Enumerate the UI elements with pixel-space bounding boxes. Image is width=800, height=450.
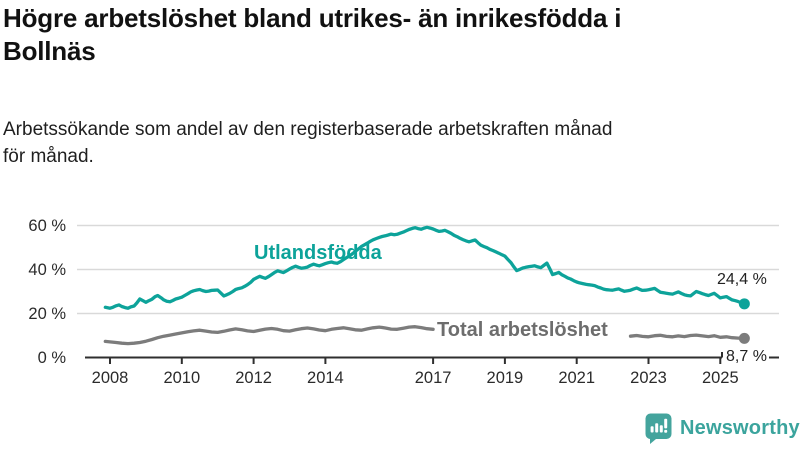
series-label-total-arbetsloshet: Total arbetslöshet bbox=[437, 319, 608, 341]
exclamation-stem bbox=[664, 418, 668, 429]
series-end-dot bbox=[738, 332, 750, 344]
series-line-utlandsfodda bbox=[103, 225, 747, 310]
exclamation-dot bbox=[664, 429, 668, 433]
y-axis-tick-label: 40 % bbox=[28, 261, 66, 279]
x-axis-tick-label: 2012 bbox=[235, 369, 272, 387]
series-end-dot bbox=[738, 298, 750, 310]
x-axis-tick-label: 2023 bbox=[630, 369, 667, 387]
page-title-line2: Bollnäs bbox=[3, 36, 96, 66]
series-line-total bbox=[628, 333, 747, 341]
end-value-label-utlandsfodda: 24,4 % bbox=[717, 271, 767, 288]
x-axis-tick-label: 2017 bbox=[415, 369, 452, 387]
x-axis-tick-label: 2008 bbox=[92, 369, 129, 387]
x-axis-tick-label: 2019 bbox=[487, 369, 524, 387]
newsworthy-bubble-icon bbox=[645, 413, 672, 444]
page-subtitle: Arbetssökande som andel av den registerb… bbox=[3, 116, 783, 170]
speech-bubble-shape bbox=[645, 413, 672, 444]
x-axis-tick-label: 2021 bbox=[558, 369, 595, 387]
newsworthy-logo: Newsworthy bbox=[645, 413, 800, 444]
x-axis-tick-label: 2010 bbox=[163, 369, 200, 387]
x-axis-tick-label: 2014 bbox=[307, 369, 344, 387]
newsworthy-logo-text: Newsworthy bbox=[680, 417, 800, 439]
series-label-utlandsfodda: Utlandsfödda bbox=[254, 242, 382, 264]
page-title: Högre arbetslöshet bland utrikes- än inr… bbox=[3, 2, 723, 68]
y-axis-tick-label: 60 % bbox=[28, 217, 66, 235]
page-subtitle-line2: för månad. bbox=[3, 146, 94, 167]
series-line-total bbox=[103, 325, 435, 346]
x-axis-tick-label: 2025 bbox=[702, 369, 739, 387]
page-title-line1: Högre arbetslöshet bland utrikes- än inr… bbox=[3, 3, 622, 33]
y-axis-tick-label: 20 % bbox=[28, 305, 66, 323]
page-subtitle-line1: Arbetssökande som andel av den registerb… bbox=[3, 119, 613, 140]
y-axis-tick-label: 0 % bbox=[38, 349, 67, 367]
end-value-label-total: 8,7 % bbox=[726, 348, 767, 365]
bar-chart-glyph bbox=[650, 418, 668, 433]
